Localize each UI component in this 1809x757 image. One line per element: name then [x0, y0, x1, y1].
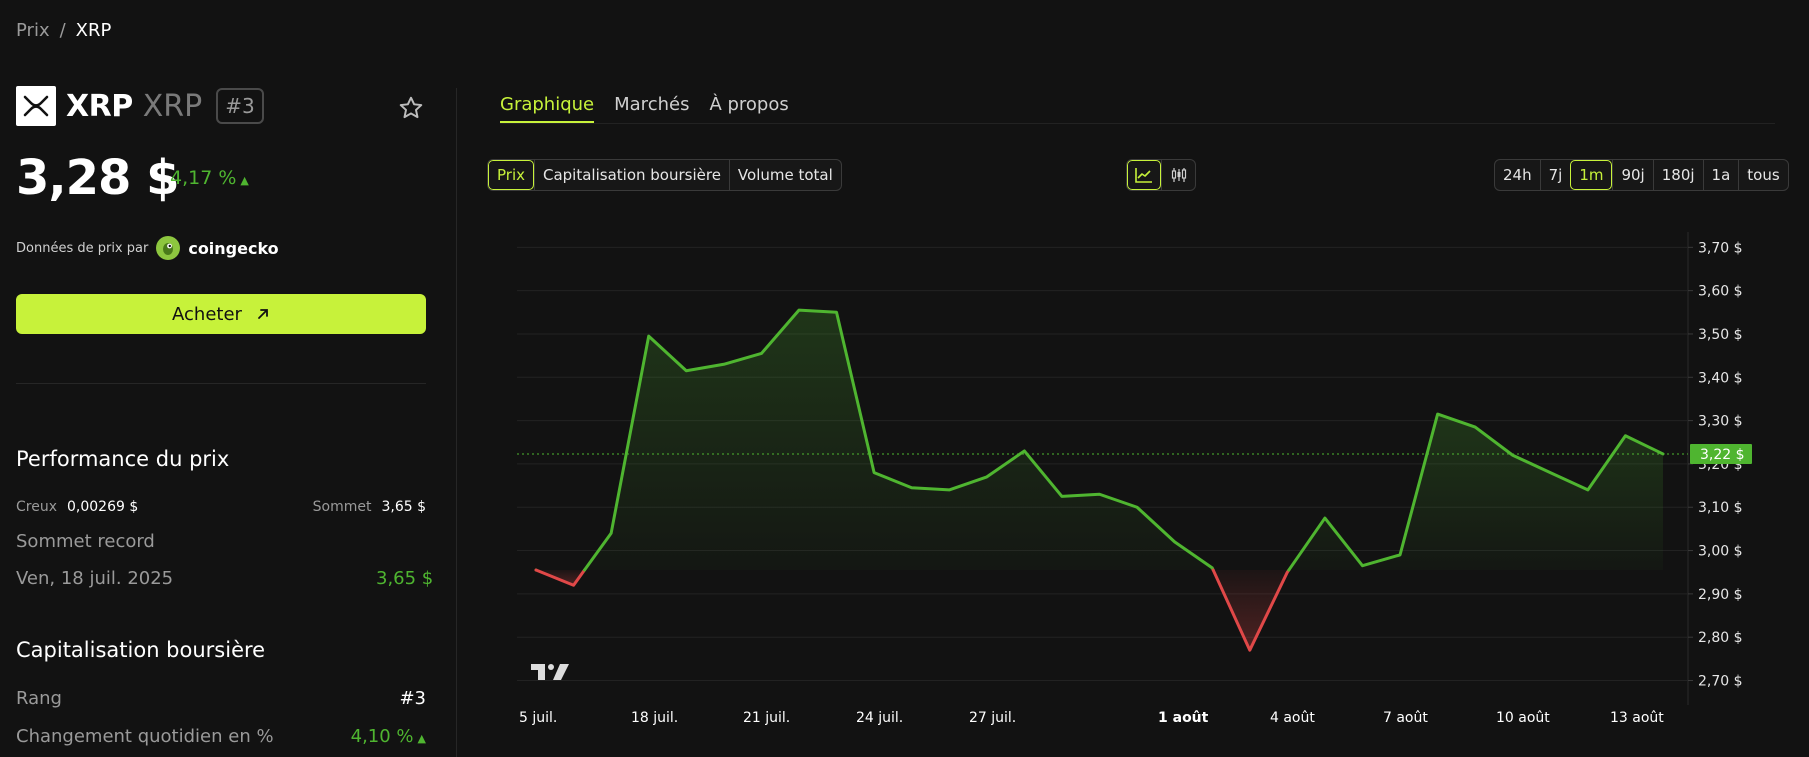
y-tick-label: 2,80 $ — [1698, 630, 1743, 646]
candlestick-icon — [1171, 168, 1186, 182]
xrp-logo-icon — [16, 86, 56, 126]
daily-change-text: 4,10 % — [350, 726, 414, 747]
price-range-row: Creux 0,00269 $ Sommet 3,65 $ — [16, 499, 426, 515]
x-tick-label: 1 août — [1158, 710, 1209, 726]
buy-button-label: Acheter — [172, 303, 242, 325]
area-fill-down — [1213, 570, 1289, 651]
x-tick-label: 27 juil. — [969, 710, 1016, 726]
x-tick-label: 13 août — [1610, 710, 1664, 726]
range-1m[interactable]: 1m — [1570, 160, 1613, 190]
x-tick-label: 7 août — [1383, 710, 1428, 726]
low-value: 0,00269 $ — [67, 499, 139, 515]
metric-selector: Prix Capitalisation boursière Volume tot… — [487, 159, 842, 191]
breadcrumb: Prix / XRP — [16, 20, 111, 41]
low-group: Creux 0,00269 $ — [16, 499, 138, 515]
y-tick-label: 3,10 $ — [1698, 500, 1743, 516]
rank-label: Rang — [16, 688, 62, 709]
y-tick-label: 3,60 $ — [1698, 284, 1743, 300]
data-source-label: Données de prix par — [16, 240, 149, 256]
high-value: 3,65 $ — [381, 499, 426, 515]
tab-graphique[interactable]: Graphique — [500, 94, 595, 123]
panel-divider — [456, 88, 457, 757]
market-cap-title: Capitalisation boursière — [16, 638, 266, 662]
range-1a[interactable]: 1a — [1702, 160, 1739, 190]
arrow-up-right-icon — [258, 309, 268, 319]
y-tick-label: 2,70 $ — [1698, 674, 1743, 690]
ath-label: Sommet record — [16, 531, 155, 552]
y-tick-label: 3,00 $ — [1698, 544, 1743, 560]
coin-name: XRP — [66, 88, 133, 124]
x-tick-label: 21 juil. — [743, 710, 790, 726]
tab-a-propos[interactable]: À propos — [709, 94, 789, 115]
coingecko-icon — [156, 236, 181, 260]
time-range-selector: 24h 7j 1m 90j 180j 1a tous — [1494, 159, 1789, 191]
y-tick-label: 2,90 $ — [1698, 587, 1743, 603]
metric-volume[interactable]: Volume total — [728, 160, 841, 190]
up-arrow-icon: ▲ — [417, 732, 426, 745]
area-fill-up — [584, 310, 1214, 571]
y-tick-label: 3,50 $ — [1698, 327, 1743, 343]
high-group: Sommet 3,65 $ — [313, 499, 426, 515]
price-change: 4,17 % ▲ — [170, 167, 249, 189]
rank-badge: #3 — [216, 88, 264, 124]
current-price-badge — [1690, 443, 1752, 464]
breadcrumb-separator: / — [59, 20, 66, 41]
range-90j[interactable]: 90j — [1612, 160, 1652, 190]
tab-bar: Graphique Marchés À propos — [500, 94, 789, 123]
series-line-up — [1287, 412, 1665, 572]
metric-capitalisation[interactable]: Capitalisation boursière — [534, 160, 729, 190]
x-tick-label: 18 juil. — [631, 710, 678, 726]
breadcrumb-current: XRP — [75, 20, 112, 41]
range-24h[interactable]: 24h — [1503, 166, 1532, 184]
rank-value: #3 — [399, 688, 426, 709]
up-arrow-icon: ▲ — [240, 174, 249, 187]
high-label: Sommet — [312, 499, 372, 515]
daily-change-label: Changement quotidien en % — [16, 726, 274, 747]
price-chart: 3,70 $3,60 $3,50 $3,40 $3,30 $3,20 $3,10… — [517, 232, 1752, 726]
star-icon — [399, 96, 423, 119]
buy-button[interactable]: Acheter — [16, 294, 426, 334]
y-tick-label: 3,30 $ — [1698, 414, 1743, 430]
area-fill-up — [1288, 414, 1663, 571]
tab-marches[interactable]: Marchés — [614, 94, 690, 115]
x-tick-label: 4 août — [1270, 710, 1315, 726]
metric-prix[interactable]: Prix — [488, 160, 534, 190]
y-tick-label: 3,70 $ — [1698, 240, 1743, 256]
tab-underline — [500, 123, 1775, 124]
current-price-label: 3,22 $ — [1700, 447, 1745, 463]
range-tous[interactable]: tous — [1738, 160, 1787, 190]
breadcrumb-link-prix[interactable]: Prix — [16, 20, 50, 41]
chart-type-selector — [1126, 159, 1196, 191]
x-tick-label: 24 juil. — [856, 710, 903, 726]
tradingview-logo-icon — [531, 664, 569, 680]
range-180j[interactable]: 180j — [1652, 160, 1703, 190]
coin-header: XRP XRP #3 — [16, 86, 264, 126]
price-change-value: 4,17 % — [170, 167, 237, 189]
low-label: Creux — [16, 499, 57, 515]
performance-title: Performance du prix — [16, 447, 230, 471]
x-tick-label: 5 juil. — [519, 710, 557, 726]
candlestick-button[interactable] — [1161, 160, 1195, 190]
divider — [16, 383, 426, 384]
daily-change-value: 4,10 % ▲ — [316, 726, 426, 747]
coin-symbol: XRP — [142, 88, 203, 124]
series-line-up — [583, 308, 1215, 572]
series-line-down — [534, 568, 587, 587]
x-tick-label: 10 août — [1496, 710, 1550, 726]
line-chart-button[interactable] — [1127, 160, 1161, 190]
data-source: Données de prix par coingecko — [16, 236, 279, 260]
ath-date: Ven, 18 juil. 2025 — [16, 568, 174, 589]
current-price: 3,28 $ — [16, 150, 180, 206]
y-tick-label: 3,40 $ — [1698, 370, 1743, 386]
favorite-button[interactable] — [394, 91, 428, 125]
ath-value: 3,65 $ — [376, 568, 434, 589]
provider-name[interactable]: coingecko — [188, 238, 279, 258]
range-7j[interactable]: 7j — [1539, 160, 1571, 190]
line-chart-icon — [1135, 168, 1152, 183]
